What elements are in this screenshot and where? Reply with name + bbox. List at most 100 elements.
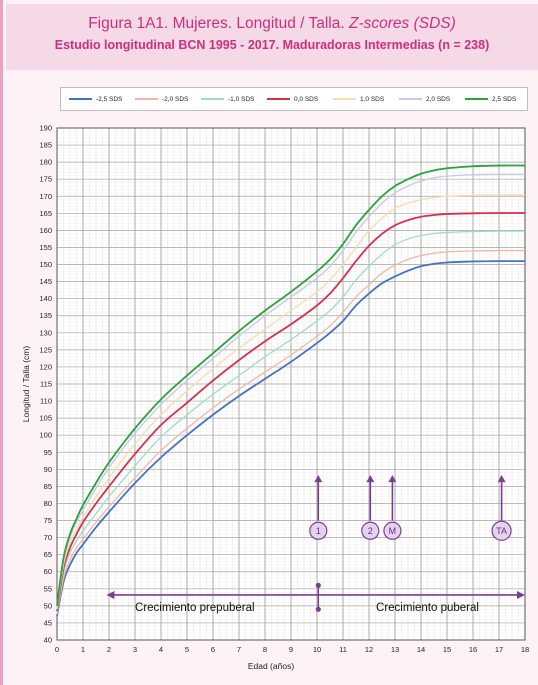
- phase-arrow-head: [517, 590, 525, 599]
- x-tick-label: 8: [263, 645, 267, 654]
- legend-item: -2,0 SDS: [135, 88, 188, 110]
- x-tick-label: 17: [495, 645, 503, 654]
- phase-arrow-head: [106, 590, 115, 599]
- marker-arrow-head: [314, 475, 323, 483]
- y-tick-label: 45: [44, 618, 52, 627]
- marker-arrow-head: [388, 475, 397, 483]
- y-tick-label: 180: [39, 158, 52, 167]
- legend-label: -1,0 SDS: [228, 95, 255, 103]
- marker-arrow-head: [366, 475, 375, 483]
- marker-arrow-head: [497, 475, 506, 483]
- x-tick-label: 15: [443, 645, 451, 654]
- series-line: [56, 194, 526, 610]
- y-tick-label: 55: [44, 584, 52, 593]
- legend-swatch: [465, 98, 488, 100]
- y-tick-label: 170: [39, 192, 52, 201]
- legend-swatch: [399, 98, 422, 100]
- y-tick-label: 140: [39, 294, 52, 303]
- legend-item: 2,0 SDS: [399, 88, 450, 110]
- x-tick-label: 14: [417, 645, 425, 654]
- y-tick-label: 185: [39, 141, 52, 150]
- y-tick-label: 90: [44, 465, 52, 474]
- y-tick-label: 40: [44, 636, 52, 645]
- legend-swatch: [135, 98, 158, 100]
- y-tick-label: 160: [39, 226, 52, 235]
- series-line: [56, 212, 526, 612]
- y-tick-label: 105: [39, 414, 52, 423]
- phase-divider-dot: [315, 606, 321, 612]
- y-tick-label: 165: [39, 209, 52, 218]
- legend-label: 2,5 SDS: [492, 95, 517, 103]
- legend-swatch: [333, 98, 356, 100]
- marker-label: 2: [368, 526, 373, 536]
- y-tick-label: 50: [44, 601, 52, 610]
- legend-label: -2,5 SDS: [96, 95, 123, 103]
- plot-border: [56, 127, 526, 641]
- legend: -2,5 SDS -2,0 SDS -1,0 SDS 0,0 SDS 1,0 SDS 2,…: [60, 87, 528, 111]
- x-tick-label: 4: [159, 645, 163, 654]
- y-tick-label: 175: [39, 175, 52, 184]
- legend-label: 2,0 SDS: [426, 95, 451, 103]
- y-tick-label: 115: [40, 380, 52, 389]
- y-tick-label: 155: [39, 243, 52, 252]
- y-tick-label: 125: [39, 345, 52, 354]
- y-tick-label: 190: [39, 124, 52, 133]
- legend-item: 1,0 SDS: [333, 88, 384, 110]
- y-tick-label: 135: [39, 311, 52, 320]
- figure-subtitle: Estudio longitudinal BCN 1995 - 2017. Ma…: [54, 38, 490, 52]
- marker-circle: [491, 520, 512, 541]
- y-tick-label: 130: [39, 328, 52, 337]
- x-tick-label: 13: [391, 645, 399, 654]
- legend-item: 0,0 SDS: [267, 88, 318, 110]
- series-line: [56, 260, 526, 617]
- series-line: [56, 164, 526, 606]
- x-tick-label: 16: [469, 645, 477, 654]
- legend-item: -1,0 SDS: [201, 88, 254, 110]
- marker-label: TA: [496, 526, 507, 536]
- legend-item: -2,5 SDS: [69, 88, 122, 110]
- phase-divider-dot: [315, 582, 321, 588]
- x-axis-label: Edad (años): [248, 661, 294, 671]
- legend-swatch: [267, 98, 290, 100]
- marker-label: M: [389, 526, 397, 536]
- y-tick-label: 75: [44, 516, 52, 525]
- x-tick-label: 11: [339, 645, 347, 654]
- figure-header: Figura 1A1. Mujeres. Longitud / Talla. Z…: [6, 4, 538, 70]
- y-tick-label: 85: [44, 482, 52, 491]
- y-tick-label: 100: [39, 431, 52, 440]
- legend-label: 0,0 SDS: [294, 95, 319, 103]
- y-tick-label: 120: [39, 362, 52, 371]
- x-tick-label: 0: [55, 645, 59, 654]
- y-tick-label: 95: [44, 448, 52, 457]
- phase-label-prepuberal: Crecimiento prepuberal: [135, 602, 255, 614]
- x-tick-label: 7: [237, 645, 241, 654]
- marker-circle: [383, 521, 402, 540]
- y-tick-label: 150: [39, 260, 52, 269]
- x-tick-label: 12: [365, 645, 373, 654]
- y-tick-label: 145: [39, 277, 52, 286]
- series-line: [56, 249, 526, 615]
- series-line: [56, 230, 526, 613]
- phase-label-puberal: Crecimiento puberal: [376, 602, 479, 614]
- marker-circle: [309, 521, 328, 540]
- x-tick-label: 1: [81, 645, 85, 654]
- y-tick-label: 60: [44, 567, 52, 576]
- figure-title-italic: Z-scores (SDS): [349, 15, 456, 32]
- legend-label: 1,0 SDS: [360, 95, 385, 103]
- marker-circle: [361, 521, 380, 540]
- x-tick-label: 3: [133, 645, 137, 654]
- figure-title: Figura 1A1. Mujeres. Longitud / Talla. Z…: [88, 15, 456, 32]
- x-tick-label: 2: [107, 645, 111, 654]
- x-tick-label: 9: [289, 645, 293, 654]
- y-tick-label: 110: [40, 397, 52, 406]
- y-tick-label: 80: [44, 499, 52, 508]
- legend-item: 2,5 SDS: [465, 88, 516, 110]
- y-tick-label: 70: [44, 533, 52, 542]
- legend-swatch: [69, 98, 92, 100]
- y-tick-label: 65: [44, 550, 52, 559]
- marker-label: 1: [316, 526, 321, 536]
- x-tick-label: 10: [313, 645, 321, 654]
- x-tick-label: 18: [521, 645, 529, 654]
- x-tick-label: 6: [211, 645, 215, 654]
